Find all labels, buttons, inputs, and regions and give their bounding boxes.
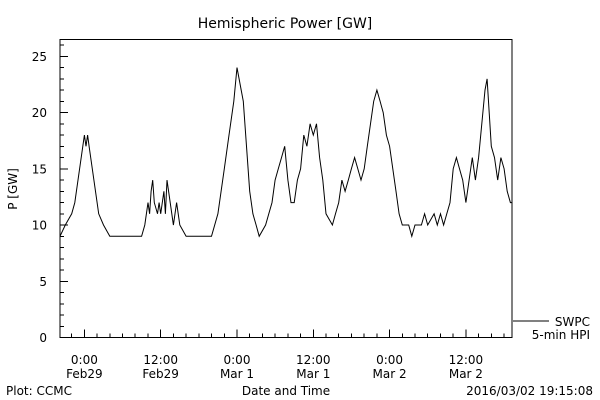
y-axis-label: P [GW] [6, 168, 20, 210]
x-tick-label-date: Mar 1 [220, 367, 254, 381]
plot-credit: Plot: CCMC [6, 384, 72, 398]
x-tick-label-time: 0:00 [376, 353, 403, 367]
y-tick-label: 15 [32, 162, 47, 176]
y-axis-ticks: 0 5 10 15 20 25 [32, 44, 68, 345]
y-tick-label: 10 [32, 219, 47, 233]
legend: SWPC 5-min HPI [513, 315, 590, 342]
x-tick-label-date: Mar 1 [296, 367, 330, 381]
legend-label-hpi: 5-min HPI [532, 328, 590, 342]
plot-frame [59, 39, 513, 338]
x-tick-label-date: Mar 2 [373, 367, 407, 381]
y-tick-label: 5 [39, 275, 47, 289]
plot-timestamp: 2016/03/02 19:15:08 [466, 384, 593, 398]
y-tick-label: 0 [39, 331, 47, 345]
x-tick-label-date: Mar 2 [449, 367, 483, 381]
x-tick-label-time: 12:00 [143, 353, 178, 367]
y-tick-label: 25 [32, 50, 47, 64]
x-tick-label-time: 0:00 [71, 353, 98, 367]
series-line-swpc [59, 67, 512, 239]
legend-label-swpc: SWPC [555, 315, 590, 329]
series-layer [59, 67, 512, 239]
chart-title: Hemispheric Power [GW] [198, 16, 373, 32]
x-tick-label-date: Feb29 [142, 367, 179, 381]
y-tick-label: 20 [32, 106, 47, 120]
x-tick-label-time: 12:00 [449, 353, 484, 367]
x-tick-label-time: 12:00 [296, 353, 331, 367]
x-axis-label: Date and Time [242, 384, 330, 398]
x-tick-label-time: 0:00 [224, 353, 251, 367]
x-tick-label-date: Feb29 [66, 367, 103, 381]
